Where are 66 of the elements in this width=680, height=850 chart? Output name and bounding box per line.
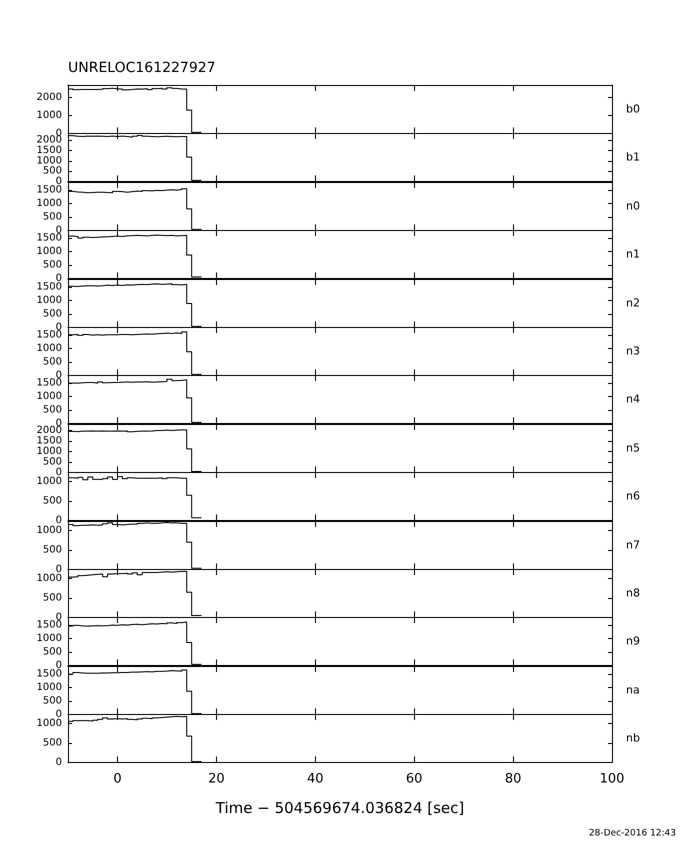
y-tick-label: 500 [42,308,62,320]
y-tick-label: 1000 [36,156,62,167]
y-tick-label: 0 [56,515,62,526]
x-tick-label: 0 [113,772,122,787]
y-tick-label: 1000 [36,343,62,354]
y-axis-title: b0 [626,102,640,116]
y-axis-title: nb [626,732,640,745]
y-tick-label: 1500 [36,281,62,292]
y-axis-title: b1 [626,151,640,164]
y-axis-title: n6 [626,490,640,503]
y-tick-label: 1000 [36,476,62,488]
y-axis-title: n3 [626,344,640,358]
y-tick-label: 500 [42,356,62,368]
y-tick-label: 500 [42,695,62,706]
y-tick-label: 1500 [36,145,62,156]
y-tick-label: 500 [42,592,62,604]
y-tick-label: 500 [42,260,62,271]
y-tick-label: 500 [42,166,62,177]
y-tick-label: 1000 [36,718,62,730]
y-tick-label: 1000 [36,391,62,402]
y-axis-title: n9 [626,635,640,648]
y-tick-label: 500 [42,456,62,468]
y-tick-label: 1000 [36,682,62,693]
y-tick-label: 2000 [36,135,62,146]
x-tick-label: 100 [600,772,624,787]
y-tick-label: 500 [42,211,62,222]
x-axis-title: Time − 504569674.036824 [sec] [214,799,464,818]
y-tick-label: 500 [42,738,62,749]
y-axis-title: n0 [626,199,640,212]
chart-title: UNRELOC161227927 [68,60,216,76]
y-tick-label: 1500 [36,184,62,196]
x-tick-label: 40 [307,772,324,787]
y-axis-title: na [626,683,640,696]
y-tick-label: 1500 [36,330,62,341]
y-tick-label: 0 [56,757,62,768]
y-tick-label: 500 [42,646,62,658]
y-tick-label: 1000 [36,524,62,536]
y-tick-label: 1500 [36,378,62,389]
y-axis-title: n5 [626,441,640,454]
y-axis-title: n8 [626,586,640,600]
y-tick-label: 1000 [36,294,62,306]
y-axis-title: n4 [626,393,640,406]
y-axis-title: n2 [626,296,640,310]
y-axis-title: n7 [626,538,640,552]
y-tick-label: 1000 [36,633,62,644]
y-tick-label: 1000 [36,198,62,209]
y-tick-label: 1500 [36,620,62,631]
y-tick-label: 2000 [36,92,62,104]
y-tick-label: 0 [56,563,62,574]
y-tick-label: 1500 [36,232,62,244]
y-tick-label: 500 [42,496,62,507]
y-tick-label: 1500 [36,668,62,680]
text: 28-Dec-2016 12:43 [588,828,676,839]
y-tick-label: 0 [56,466,62,478]
y-tick-label: 1000 [36,110,62,121]
y-tick-label: 1500 [36,435,62,446]
y-tick-label: 1000 [36,573,62,584]
x-tick-label: 20 [208,772,225,787]
x-tick-label: 60 [406,772,422,787]
y-tick-label: 0 [56,708,62,720]
x-tick-label: 80 [504,772,522,787]
y-tick-label: 500 [42,544,62,556]
y-axis-title: n1 [626,248,640,261]
y-tick-label: 1000 [36,246,62,258]
y-tick-label: 500 [42,404,62,416]
y-tick-label: 1000 [36,446,62,457]
